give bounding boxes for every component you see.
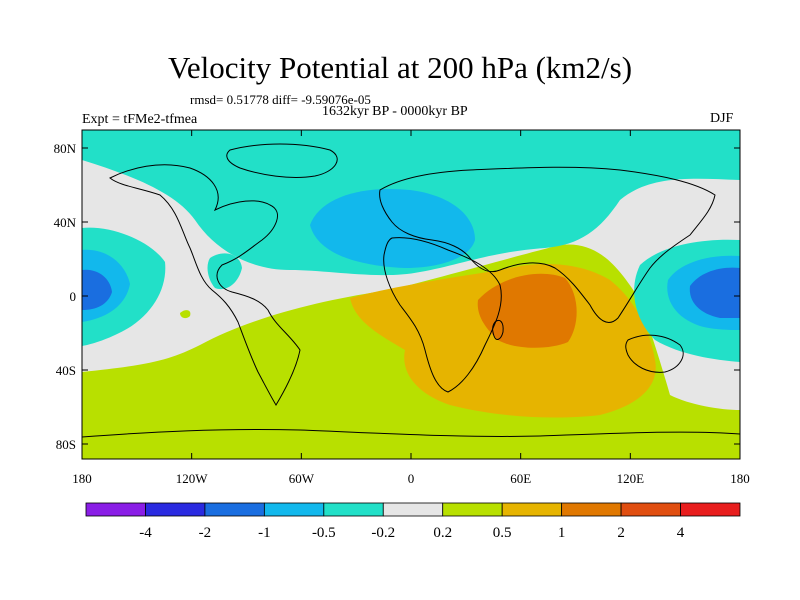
colorbar-label: -2 bbox=[199, 525, 212, 541]
field-negative-americas bbox=[207, 253, 242, 290]
eurasia-coast bbox=[379, 166, 716, 323]
lat-label: 40N bbox=[54, 215, 77, 230]
antarctica-coast bbox=[82, 428, 740, 438]
colorbar-label: 2 bbox=[617, 525, 625, 541]
colorbar-swatch bbox=[561, 502, 622, 517]
colorbar-swatch bbox=[85, 502, 146, 517]
velocity-potential-field bbox=[82, 130, 740, 459]
australia-coast bbox=[625, 334, 684, 373]
colorbar-swatch bbox=[145, 502, 206, 517]
season-label: DJF bbox=[710, 111, 734, 126]
time-period-label: 1632kyr BP - 0000kyr BP bbox=[322, 104, 468, 119]
lon-label: 120E bbox=[617, 471, 645, 486]
americas-coast bbox=[109, 164, 301, 406]
field-core-indian-ocean bbox=[477, 273, 577, 348]
lat-label: 80N bbox=[54, 141, 77, 156]
lon-label: 180 bbox=[730, 471, 750, 486]
colorbar-swatch bbox=[323, 502, 384, 517]
lon-label: 0 bbox=[408, 471, 415, 486]
field-negative-east-pacific-core bbox=[82, 269, 112, 310]
colorbar-swatch bbox=[501, 502, 563, 517]
lat-label: 80S bbox=[56, 437, 76, 452]
map-title: Velocity Potential at 200 hPa (km2/s) bbox=[167, 50, 633, 85]
colorbar-label: -4 bbox=[139, 525, 152, 541]
colorbar-label: -0.2 bbox=[371, 525, 395, 541]
experiment-label: Expt = tFMe2-tfmea bbox=[82, 112, 198, 127]
colorbar-label: -1 bbox=[258, 525, 271, 541]
lat-label: 40S bbox=[56, 363, 76, 378]
lon-label: 180 bbox=[72, 471, 92, 486]
colorbar-label: 0.2 bbox=[433, 525, 452, 541]
colorbar-swatch bbox=[620, 502, 681, 517]
colorbar-label: 0.5 bbox=[493, 525, 512, 541]
field-negative-west-pacific-core bbox=[689, 267, 740, 318]
rmsd-diff-stats: rmsd= 0.51778 diff= -9.59076e-05 bbox=[190, 92, 371, 107]
field-positive-spot bbox=[180, 310, 191, 319]
colorbar-swatch bbox=[680, 502, 741, 517]
colorbar: -4 -2 -1 -0.5 -0.2 0.2 0.5 1 2 4 bbox=[85, 502, 741, 541]
greenland-coast bbox=[226, 143, 338, 178]
colorbar-swatch bbox=[263, 502, 325, 517]
coastlines bbox=[82, 143, 740, 438]
lon-label: 120W bbox=[176, 471, 209, 486]
field-negative-eurasia bbox=[310, 188, 475, 268]
madagascar-coast bbox=[492, 319, 504, 340]
colorbar-swatch bbox=[442, 502, 503, 517]
axis-ticks: 80N 40N 0 40S 80S 180 120W 60W 0 60E 120E 180 bbox=[54, 130, 750, 486]
lon-label: 60E bbox=[510, 471, 531, 486]
colorbar-swatch bbox=[382, 502, 444, 517]
colorbar-swatch bbox=[204, 502, 265, 517]
lat-label: 0 bbox=[70, 289, 77, 304]
colorbar-label: 4 bbox=[677, 525, 685, 541]
colorbar-label: 1 bbox=[558, 525, 566, 541]
lon-label: 60W bbox=[289, 471, 315, 486]
africa-coast bbox=[383, 237, 502, 393]
colorbar-label: -0.5 bbox=[312, 525, 336, 541]
